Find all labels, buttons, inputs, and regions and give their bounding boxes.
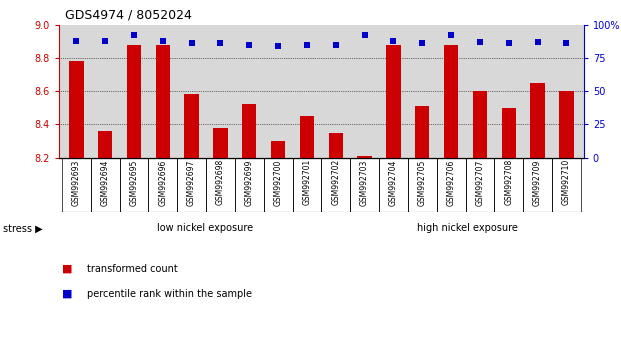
Bar — [127, 45, 141, 158]
Bar — [523, 158, 552, 212]
Point — [302, 42, 312, 47]
Bar — [62, 158, 91, 212]
Point — [244, 42, 254, 47]
Bar — [473, 91, 487, 158]
Point — [389, 38, 399, 44]
Bar — [69, 61, 83, 158]
Point — [187, 40, 197, 46]
Bar — [98, 131, 112, 158]
Bar — [466, 158, 494, 212]
Text: GSM992699: GSM992699 — [245, 159, 254, 206]
Text: GSM992701: GSM992701 — [302, 159, 312, 205]
Text: high nickel exposure: high nickel exposure — [417, 223, 517, 233]
Point — [417, 40, 427, 46]
Point — [71, 38, 81, 44]
Text: GSM992704: GSM992704 — [389, 159, 398, 206]
Text: GSM992710: GSM992710 — [562, 159, 571, 205]
Bar — [148, 158, 177, 212]
Bar — [235, 158, 264, 212]
Text: GSM992697: GSM992697 — [187, 159, 196, 206]
Bar — [156, 45, 170, 158]
Bar — [184, 95, 199, 158]
Bar — [322, 158, 350, 212]
Text: GSM992700: GSM992700 — [274, 159, 283, 206]
Text: ■: ■ — [62, 264, 73, 274]
Bar — [177, 158, 206, 212]
Text: GSM992695: GSM992695 — [129, 159, 138, 206]
Bar — [292, 158, 322, 212]
Text: transformed count: transformed count — [87, 264, 178, 274]
Bar — [329, 133, 343, 158]
Bar — [119, 158, 148, 212]
Bar — [213, 128, 228, 158]
Text: low nickel exposure: low nickel exposure — [156, 223, 253, 233]
Bar — [350, 158, 379, 212]
Point — [475, 39, 485, 45]
Bar — [494, 158, 523, 212]
Bar — [379, 158, 408, 212]
Text: GSM992693: GSM992693 — [72, 159, 81, 206]
Bar — [552, 158, 581, 212]
Point — [360, 33, 369, 38]
Point — [533, 39, 543, 45]
Point — [446, 33, 456, 38]
Point — [331, 42, 341, 47]
Bar — [502, 108, 516, 158]
Bar — [242, 104, 256, 158]
Point — [215, 40, 225, 46]
Bar — [408, 158, 437, 212]
Text: GSM992702: GSM992702 — [331, 159, 340, 205]
Bar — [206, 158, 235, 212]
Point — [129, 33, 139, 38]
Bar — [530, 83, 545, 158]
Text: GDS4974 / 8052024: GDS4974 / 8052024 — [65, 9, 192, 22]
Text: GSM992705: GSM992705 — [418, 159, 427, 206]
Bar — [560, 91, 574, 158]
Text: GSM992706: GSM992706 — [446, 159, 456, 206]
Point — [100, 38, 110, 44]
Bar — [358, 156, 372, 158]
Bar — [264, 158, 292, 212]
Point — [561, 40, 571, 46]
Bar — [91, 158, 119, 212]
Bar — [444, 45, 458, 158]
Text: GSM992709: GSM992709 — [533, 159, 542, 206]
Point — [504, 40, 514, 46]
Point — [158, 38, 168, 44]
Text: GSM992694: GSM992694 — [101, 159, 110, 206]
Bar — [415, 106, 430, 158]
Text: GSM992698: GSM992698 — [216, 159, 225, 205]
Text: GSM992708: GSM992708 — [504, 159, 514, 205]
Text: GSM992707: GSM992707 — [476, 159, 484, 206]
Bar — [437, 158, 466, 212]
Text: GSM992696: GSM992696 — [158, 159, 167, 206]
Text: GSM992703: GSM992703 — [360, 159, 369, 206]
Text: percentile rank within the sample: percentile rank within the sample — [87, 289, 252, 299]
Text: ■: ■ — [62, 289, 73, 299]
Point — [273, 43, 283, 49]
Text: stress ▶: stress ▶ — [3, 223, 43, 233]
Bar — [386, 45, 401, 158]
Bar — [300, 116, 314, 158]
Bar — [271, 141, 285, 158]
